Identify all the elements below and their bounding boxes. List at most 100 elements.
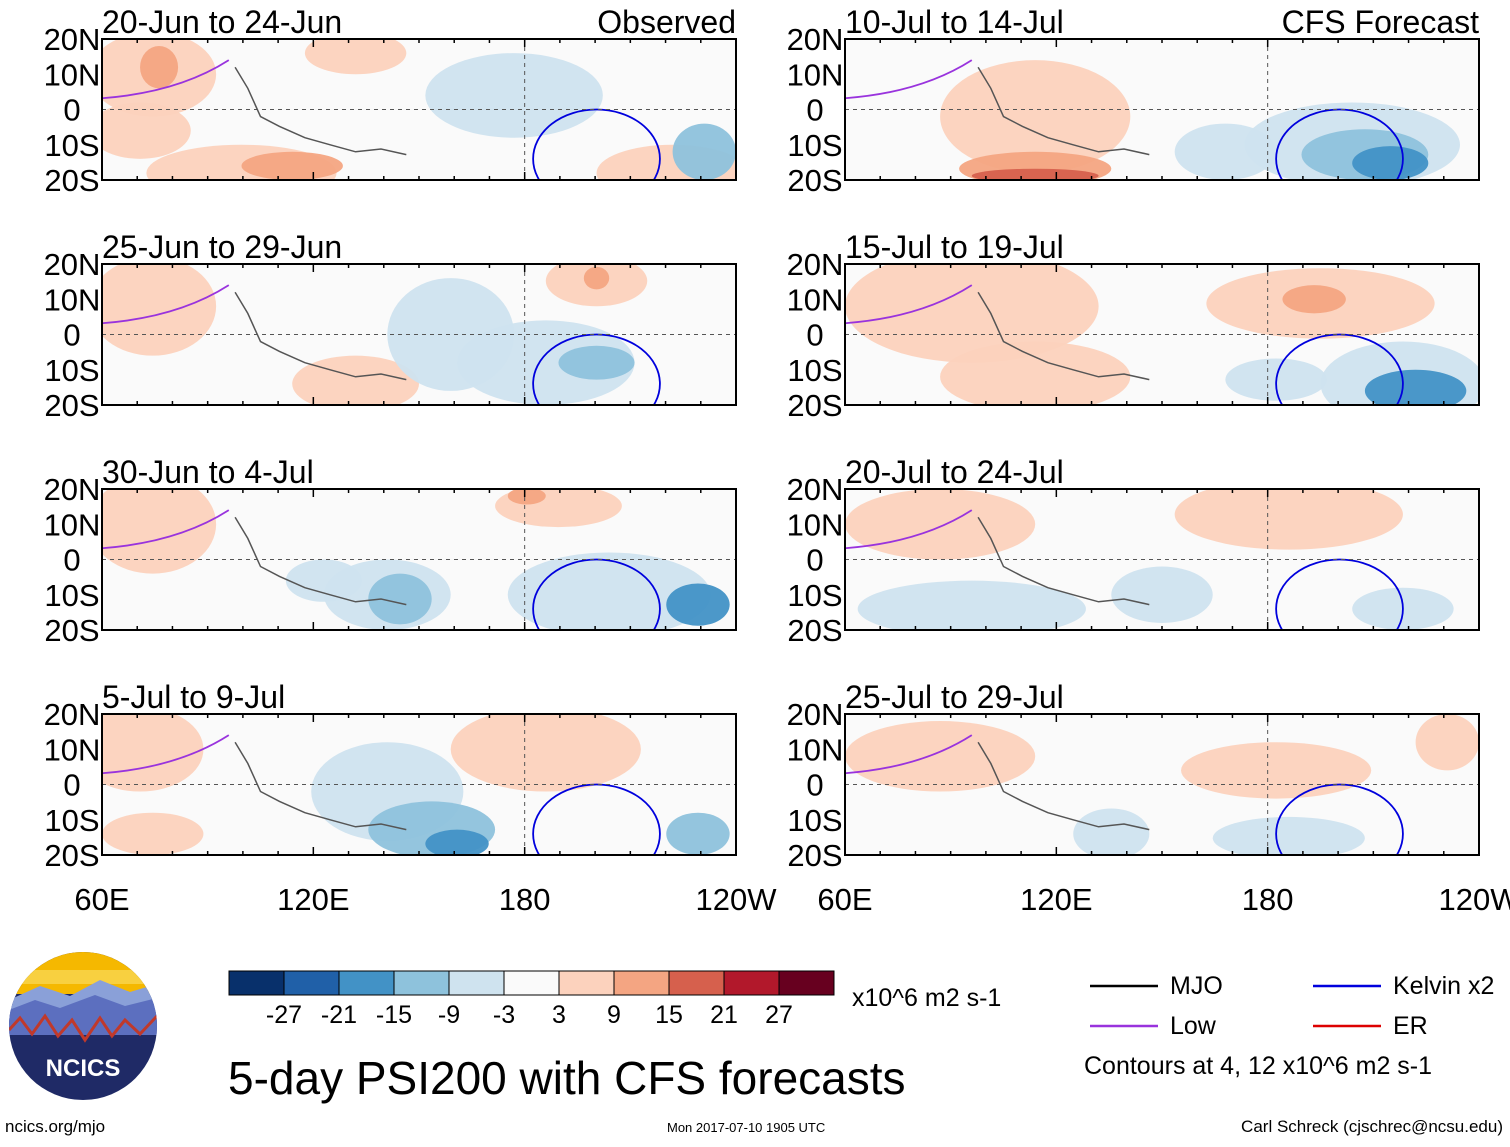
kelvin-contour (1275, 108, 1404, 180)
anomaly-blob (1364, 369, 1467, 405)
anomaly-shading (102, 264, 661, 405)
colorbar-tick-label: 3 (552, 1001, 566, 1029)
anomaly-blob (672, 123, 736, 180)
colorbar-tick-label: 27 (765, 1001, 793, 1029)
axis-labels: 20N10N010S20S20N10N010S20S20N10N010S20S2… (44, 22, 1510, 917)
y-tick-label: 10S (787, 128, 842, 163)
anomaly-blob (1352, 146, 1429, 180)
coastline (234, 291, 407, 381)
x-tick-label: 120W (1439, 882, 1510, 917)
y-tick-label: 20N (44, 22, 101, 57)
y-tick-label: 10S (44, 803, 99, 838)
map-panel: 25-Jun to 29-Jun (101, 229, 737, 406)
anomaly-blob (971, 168, 1099, 180)
colorbar-swatch (668, 970, 725, 996)
contour-note: Contours at 4, 12 x10^6 m2 s-1 (1084, 1052, 1432, 1080)
kelvin-contour (532, 108, 661, 180)
legend-label: MJO (1170, 972, 1223, 1000)
x-tick-label: 120E (277, 882, 349, 917)
y-tick-label: 0 (806, 543, 823, 578)
y-tick-label: 10N (44, 507, 101, 542)
logo-text: NCICS (46, 1055, 121, 1082)
y-tick-label: 20S (787, 838, 842, 873)
low-contour (845, 509, 973, 550)
anomaly-shading (102, 39, 736, 180)
y-tick-label: 10S (44, 353, 99, 388)
map-panel: 15-Jul to 19-Jul (844, 229, 1480, 406)
anomaly-blob (940, 60, 1131, 173)
anomaly-shading (102, 714, 730, 855)
y-tick-label: 10S (44, 578, 99, 613)
map-panel: 20-Jul to 24-Jul (844, 454, 1480, 631)
coastline (234, 741, 407, 831)
y-tick-label: 10S (787, 353, 842, 388)
y-tick-label: 20S (44, 838, 99, 873)
panel-period-label: 25-Jul to 29-Jul (845, 679, 1064, 715)
panel-source-label: CFS Forecast (1282, 4, 1479, 40)
panel-period-label: 30-Jun to 4-Jul (102, 454, 314, 490)
anomaly-blob (304, 39, 407, 75)
colorbar-tick-label: 21 (710, 1001, 738, 1029)
panel-period-label: 20-Jul to 24-Jul (845, 454, 1064, 490)
low-contour (102, 734, 230, 775)
y-tick-label: 10N (44, 57, 101, 92)
anomaly-blob (857, 580, 1086, 630)
map-panel: 25-Jul to 29-Jul (844, 679, 1480, 856)
anomaly-blob (940, 341, 1131, 405)
anomaly-blob (102, 102, 191, 159)
y-tick-label: 20S (44, 388, 99, 423)
kelvin-contour (532, 558, 661, 630)
anomaly-blob (140, 46, 179, 89)
colorbar-swatch (503, 970, 560, 996)
colorbar-swatch (228, 970, 285, 996)
anomaly-blob (425, 53, 603, 138)
footer-author: Carl Schreck (cjschrec@ncsu.edu) (1241, 1117, 1503, 1136)
anomaly-blob (1415, 714, 1479, 771)
colorbar-swatch (393, 970, 450, 996)
colorbar-tick-label: -9 (438, 1001, 460, 1029)
anomaly-blob (368, 573, 432, 625)
anomaly-blob (845, 264, 1099, 363)
panel-period-label: 10-Jul to 14-Jul (845, 4, 1064, 40)
colorbar-swatch (558, 970, 615, 996)
ncics-logo: NCICS (9, 952, 157, 1100)
y-tick-label: 20N (44, 472, 101, 507)
anomaly-blob (1111, 566, 1213, 623)
y-tick-label: 10N (787, 507, 844, 542)
anomaly-shading (845, 264, 1479, 405)
y-tick-label: 0 (63, 543, 80, 578)
colorbar-tick-label: -21 (321, 1001, 357, 1029)
anomaly-blob (1181, 742, 1372, 799)
y-tick-label: 20N (787, 472, 844, 507)
colorbar-tick-label: 15 (655, 1001, 683, 1029)
x-tick-label: 180 (499, 882, 551, 917)
colorbar-tick-label: -27 (266, 1001, 302, 1029)
anomaly-blob (558, 345, 635, 380)
kelvin-contour (532, 783, 661, 855)
map-panel: 20-Jun to 24-Jun Observed (101, 4, 737, 181)
anomaly-blob (425, 829, 489, 855)
map-panel: 5-Jul to 9-Jul (101, 679, 737, 856)
coastline (977, 66, 1150, 156)
low-contour (102, 59, 230, 100)
coastline (977, 516, 1150, 606)
y-tick-label: 10S (44, 128, 99, 163)
low-contour (102, 509, 230, 550)
panel-source-label: Observed (597, 4, 736, 40)
y-tick-label: 10S (787, 803, 842, 838)
y-tick-label: 20S (787, 613, 842, 648)
y-tick-label: 10N (44, 282, 101, 317)
kelvin-contour (1275, 558, 1404, 630)
y-tick-label: 10N (787, 57, 844, 92)
panel-period-label: 25-Jun to 29-Jun (102, 229, 342, 265)
low-contour (845, 59, 973, 100)
anomaly-blob (666, 583, 730, 626)
anomaly-shading (845, 59, 1460, 180)
coastline (977, 291, 1150, 381)
anomaly-blob (387, 278, 515, 391)
x-tick-label: 60E (817, 882, 872, 917)
panel-period-label: 15-Jul to 19-Jul (845, 229, 1064, 265)
kelvin-contour (1275, 333, 1404, 405)
colorbar-tick-label: -3 (493, 1001, 515, 1029)
